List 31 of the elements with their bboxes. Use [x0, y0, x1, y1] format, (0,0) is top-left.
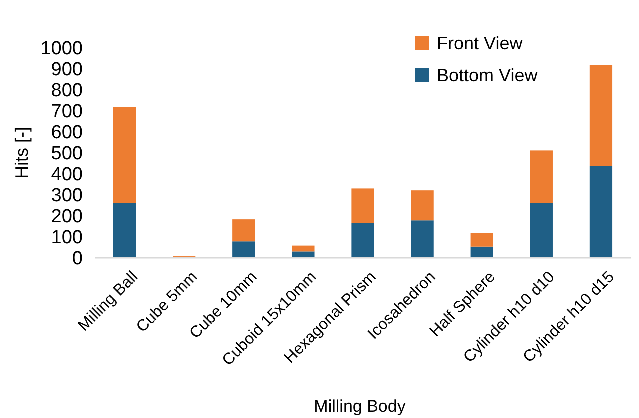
y-tick-label: 500: [51, 144, 83, 165]
y-tick-label: 900: [51, 60, 83, 81]
y-tick-label: 700: [51, 102, 83, 123]
x-axis-title: Milling Body: [314, 397, 406, 416]
bar: [292, 252, 315, 258]
bar: [411, 220, 434, 258]
bar: [530, 203, 553, 258]
y-tick-label: 800: [51, 80, 83, 102]
bar: [352, 188, 374, 224]
bar: [113, 203, 136, 258]
y-axis-title: Hits [-]: [12, 127, 32, 179]
y-tick-label: 400: [51, 164, 83, 186]
bar: [590, 65, 613, 166]
y-tick-label: 1000: [40, 38, 83, 60]
y-tick-label: 200: [51, 206, 83, 228]
legend-label: Bottom View: [437, 65, 539, 86]
y-tick-label: 300: [51, 186, 83, 207]
bar: [470, 233, 494, 247]
bar: [411, 190, 434, 221]
bar: [352, 223, 374, 258]
legend-label: Front View: [437, 33, 524, 54]
bar: [470, 246, 494, 258]
bar: [232, 242, 256, 258]
bar: [232, 220, 256, 242]
bar: [113, 107, 136, 204]
bar: [530, 150, 553, 204]
y-tick-label: 100: [51, 228, 83, 249]
bar: [292, 246, 315, 252]
y-tick-label: 600: [51, 122, 83, 144]
bar: [590, 166, 613, 258]
y-tick-label: 0: [72, 248, 83, 270]
